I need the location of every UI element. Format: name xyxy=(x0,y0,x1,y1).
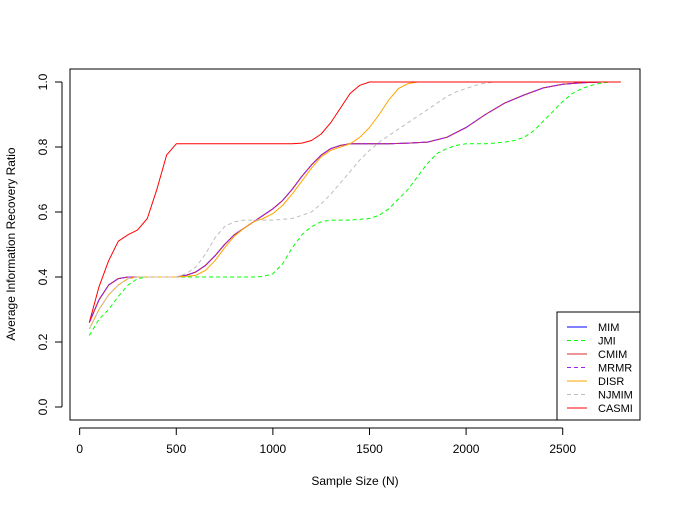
y-tick-label: 0.8 xyxy=(36,138,50,155)
legend-box xyxy=(556,311,641,421)
y-axis-label: Average Information Recovery Ratio xyxy=(4,147,18,341)
series-line-jmi xyxy=(88,81,621,336)
series-line-mim xyxy=(88,81,621,323)
y-tick-label: 0.2 xyxy=(36,333,50,350)
x-tick-label: 500 xyxy=(166,442,186,456)
plot-box xyxy=(69,68,641,421)
legend-label-cmim: CMIM xyxy=(598,349,627,361)
legend-label-disr: DISR xyxy=(598,376,624,388)
series-line-disr xyxy=(88,81,621,330)
y-axis: 0.0 0.2 0.4 0.6 0.8 1.0 xyxy=(36,73,63,415)
series-line-cmim xyxy=(88,81,621,323)
x-tick-label: 2000 xyxy=(453,442,480,456)
x-tick-label: 2500 xyxy=(549,442,576,456)
y-tick-label: 0.0 xyxy=(36,398,50,415)
series-line-njmim xyxy=(88,81,621,330)
series-layer xyxy=(88,81,621,336)
series-line-mrmr xyxy=(88,81,621,323)
y-tick-label: 0.6 xyxy=(36,203,50,220)
y-tick-label: 1.0 xyxy=(36,73,50,90)
legend-label-casmi: CASMI xyxy=(598,403,633,415)
legend-label-mim: MIM xyxy=(598,322,619,334)
legend-label-jmi: JMI xyxy=(598,336,616,348)
legend-label-mrmr: MRMR xyxy=(598,363,632,375)
x-axis: 0 500 1000 1500 2000 2500 xyxy=(76,427,576,456)
x-tick-label: 0 xyxy=(76,442,83,456)
series-line-casmi xyxy=(88,81,621,323)
legend-label-njmim: NJMIM xyxy=(598,390,633,402)
x-tick-label: 1500 xyxy=(356,442,383,456)
x-axis-label: Sample Size (N) xyxy=(311,474,398,488)
x-tick-label: 1000 xyxy=(260,442,287,456)
y-tick-label: 0.4 xyxy=(36,268,50,285)
